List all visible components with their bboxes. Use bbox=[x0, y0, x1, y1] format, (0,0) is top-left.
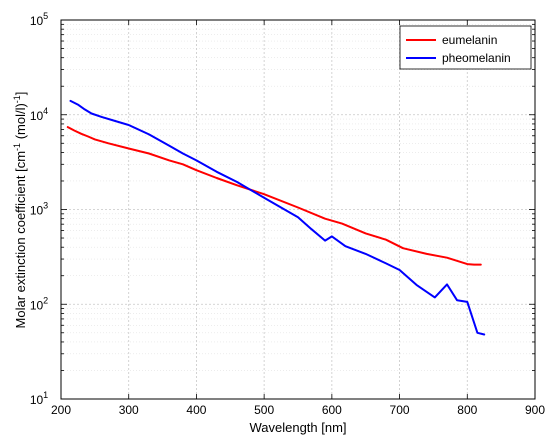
legend-label-eumelanin: eumelanin bbox=[442, 33, 497, 47]
y-tick-label: 104 bbox=[30, 106, 48, 123]
y-tick-label-base: 10 bbox=[30, 14, 44, 28]
y-axis-title: Molar extinction coefficient [cm-1 (mol/… bbox=[12, 92, 28, 329]
y-tick-label-base: 10 bbox=[30, 204, 44, 218]
legend-label-pheomelanin: pheomelanin bbox=[442, 51, 511, 65]
y-tick-label-exponent: 3 bbox=[43, 201, 48, 211]
y-axis-title-part-2: (mol/l) bbox=[13, 103, 28, 143]
y-tick-label-exponent: 1 bbox=[43, 390, 48, 400]
y-tick-label: 105 bbox=[30, 11, 48, 28]
y-tick-label: 101 bbox=[30, 390, 48, 407]
y-axis-title-sup-1: -1 bbox=[12, 143, 22, 151]
y-tick-label-exponent: 5 bbox=[43, 11, 48, 21]
x-tick-label: 800 bbox=[457, 403, 477, 417]
x-tick-labels: 200 300 400 500 600 700 800 900 bbox=[51, 403, 545, 417]
legend-box bbox=[399, 25, 532, 70]
x-tick-label: 700 bbox=[390, 403, 410, 417]
ticks bbox=[60, 19, 536, 400]
grid bbox=[61, 20, 535, 399]
y-axis-title-part-3: ] bbox=[13, 92, 28, 96]
series-line-eumelanin bbox=[66, 126, 482, 266]
y-tick-label: 102 bbox=[30, 295, 48, 312]
x-axis-title: Wavelength [nm] bbox=[249, 420, 346, 435]
x-tick-label: 300 bbox=[119, 403, 139, 417]
y-tick-label-exponent: 4 bbox=[43, 106, 48, 116]
y-axis-title-sup-2: -1 bbox=[12, 95, 22, 103]
x-tick-label: 400 bbox=[186, 403, 206, 417]
x-tick-label: 900 bbox=[525, 403, 545, 417]
y-tick-label-base: 10 bbox=[30, 393, 44, 407]
series-layer bbox=[66, 99, 486, 336]
y-tick-label-exponent: 2 bbox=[43, 295, 48, 305]
series-line-pheomelanin bbox=[69, 99, 486, 336]
y-tick-label-base: 10 bbox=[30, 298, 44, 312]
x-tick-label: 600 bbox=[322, 403, 342, 417]
x-tick-label: 500 bbox=[254, 403, 274, 417]
y-tick-label: 103 bbox=[30, 201, 48, 218]
x-tick-label: 200 bbox=[51, 403, 71, 417]
legend: eumelanin pheomelanin bbox=[399, 25, 532, 70]
y-axis-title-part-1: Molar extinction coefficient [cm bbox=[13, 151, 28, 329]
y-tick-label-base: 10 bbox=[30, 109, 44, 123]
